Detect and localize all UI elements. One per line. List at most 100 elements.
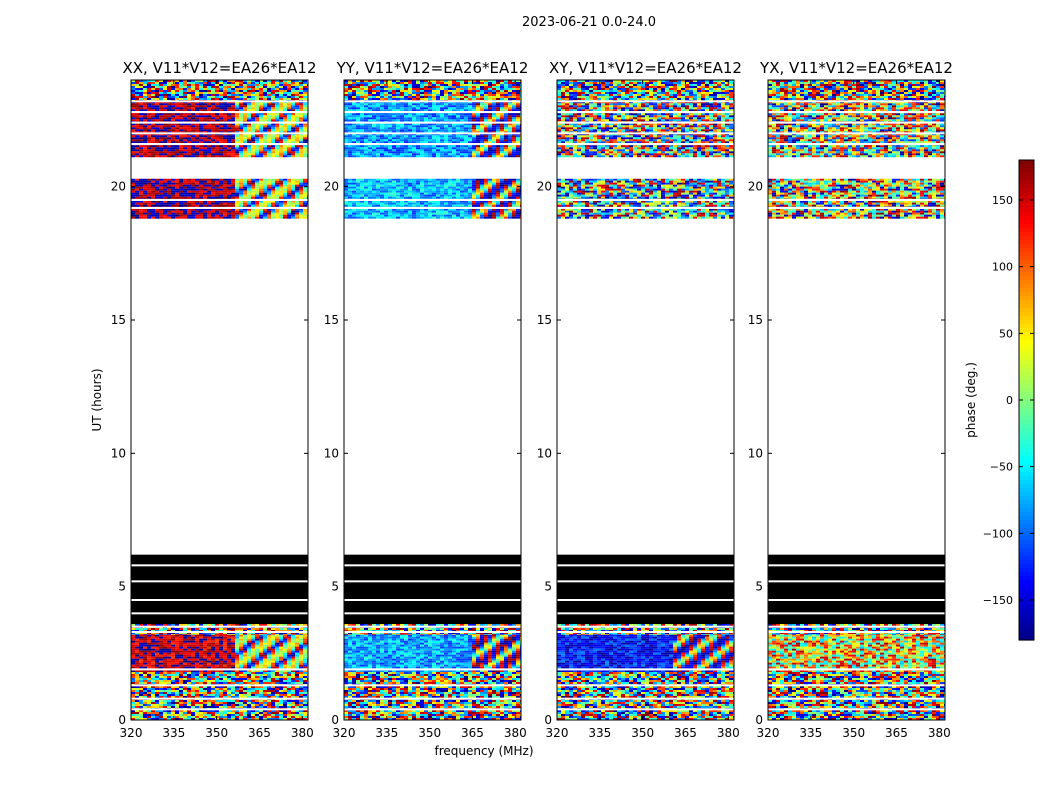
heatmap-cell: [143, 178, 147, 181]
heatmap-cell: [275, 696, 279, 698]
heatmap-cell: [299, 688, 303, 690]
heatmap-cell: [291, 98, 295, 100]
heatmap-cell: [299, 652, 303, 655]
heatmap-cell: [299, 634, 303, 637]
heatmap-cell: [207, 80, 211, 82]
heatmap-cell: [211, 692, 215, 694]
heatmap-cell: [283, 718, 287, 720]
heatmap-cell: [251, 151, 255, 154]
heatmap-cell: [211, 184, 215, 187]
heatmap-cell: [151, 670, 155, 672]
heatmap-cell: [223, 646, 227, 649]
heatmap-cell: [251, 149, 255, 152]
heatmap-cell: [295, 712, 299, 714]
heatmap-cell: [175, 646, 179, 649]
heatmap-cell: [255, 686, 259, 688]
heatmap-cell: [259, 135, 263, 138]
heatmap-cell: [147, 86, 151, 88]
heatmap-cell: [155, 702, 159, 704]
heatmap-cell: [191, 88, 195, 90]
heatmap-cell: [247, 680, 251, 682]
heatmap-cell: [247, 652, 251, 655]
heatmap-cell: [235, 155, 239, 158]
heatmap-cell: [171, 86, 175, 88]
heatmap-cell: [203, 638, 207, 641]
heatmap-cell: [171, 690, 175, 692]
heatmap-cell: [211, 634, 215, 635]
heatmap-cell: [227, 636, 231, 639]
heatmap-cell: [147, 702, 151, 704]
heatmap-cell: [175, 182, 179, 185]
heatmap-cell: [219, 92, 223, 94]
heatmap-cell: [303, 141, 307, 144]
heatmap-cell: [183, 123, 187, 126]
heatmap-cell: [243, 137, 247, 140]
heatmap-cell: [143, 147, 147, 150]
heatmap-cell: [207, 137, 211, 140]
heatmap-cell: [279, 119, 283, 122]
heatmap-cell: [251, 86, 255, 88]
heatmap-cell: [255, 634, 259, 637]
heatmap-cell: [235, 117, 239, 120]
heatmap-cell: [163, 184, 167, 187]
heatmap-cell: [251, 109, 255, 112]
heatmap-cell: [231, 688, 235, 690]
heatmap-cell: [183, 202, 187, 205]
heatmap-cell: [227, 84, 231, 86]
heatmap-cell: [203, 184, 207, 187]
heatmap-cell: [195, 648, 199, 651]
heatmap-cell: [243, 672, 247, 674]
heatmap-cell: [199, 652, 203, 655]
heatmap-cell: [291, 676, 295, 678]
heatmap-cell: [279, 692, 283, 694]
heatmap-cell: [143, 694, 147, 696]
heatmap-cell: [147, 678, 151, 680]
heatmap-cell: [167, 184, 171, 187]
heatmap-cell: [199, 109, 203, 112]
heatmap-cell: [267, 670, 271, 672]
heatmap-cell: [223, 125, 227, 128]
heatmap-cell: [203, 186, 207, 189]
heatmap-cell: [135, 704, 139, 706]
heatmap-cell: [151, 80, 155, 82]
heatmap-cell: [179, 127, 183, 130]
heatmap-cell: [147, 149, 151, 152]
heatmap-cell: [219, 109, 223, 112]
heatmap-cell: [287, 210, 291, 213]
heatmap-cell: [187, 628, 191, 630]
heatmap-cell: [243, 648, 247, 651]
heatmap-cell: [299, 141, 303, 144]
heatmap-cell: [171, 200, 175, 203]
heatmap-cell: [139, 658, 143, 661]
heatmap-cell: [303, 634, 307, 637]
heatmap-cell: [235, 688, 239, 690]
heatmap-cell: [131, 151, 135, 154]
heatmap-cell: [259, 690, 263, 692]
heatmap-cell: [199, 137, 203, 140]
heatmap-cell: [199, 662, 203, 665]
heatmap-cell: [171, 119, 175, 122]
heatmap-cell: [163, 190, 167, 193]
heatmap-cell: [271, 184, 275, 187]
heatmap-cell: [283, 690, 287, 692]
heatmap-cell: [139, 670, 143, 672]
heatmap-cell: [151, 186, 155, 189]
heatmap-cell: [299, 135, 303, 138]
heatmap-cell: [255, 123, 259, 126]
heatmap-cell: [147, 718, 151, 720]
heatmap-cell: [267, 212, 271, 215]
heatmap-cell: [215, 672, 219, 674]
heatmap-cell: [287, 628, 291, 630]
heatmap-cell: [179, 137, 183, 140]
heatmap-cell: [287, 147, 291, 150]
heatmap-cell: [171, 642, 175, 645]
heatmap-cell: [271, 141, 275, 144]
heatmap-cell: [231, 648, 235, 651]
heatmap-cell: [175, 117, 179, 120]
heatmap-cell: [159, 692, 163, 694]
heatmap-cell: [299, 105, 303, 108]
heatmap-cell: [159, 634, 163, 637]
heatmap-cell: [279, 80, 283, 82]
heatmap-cell: [247, 182, 251, 185]
